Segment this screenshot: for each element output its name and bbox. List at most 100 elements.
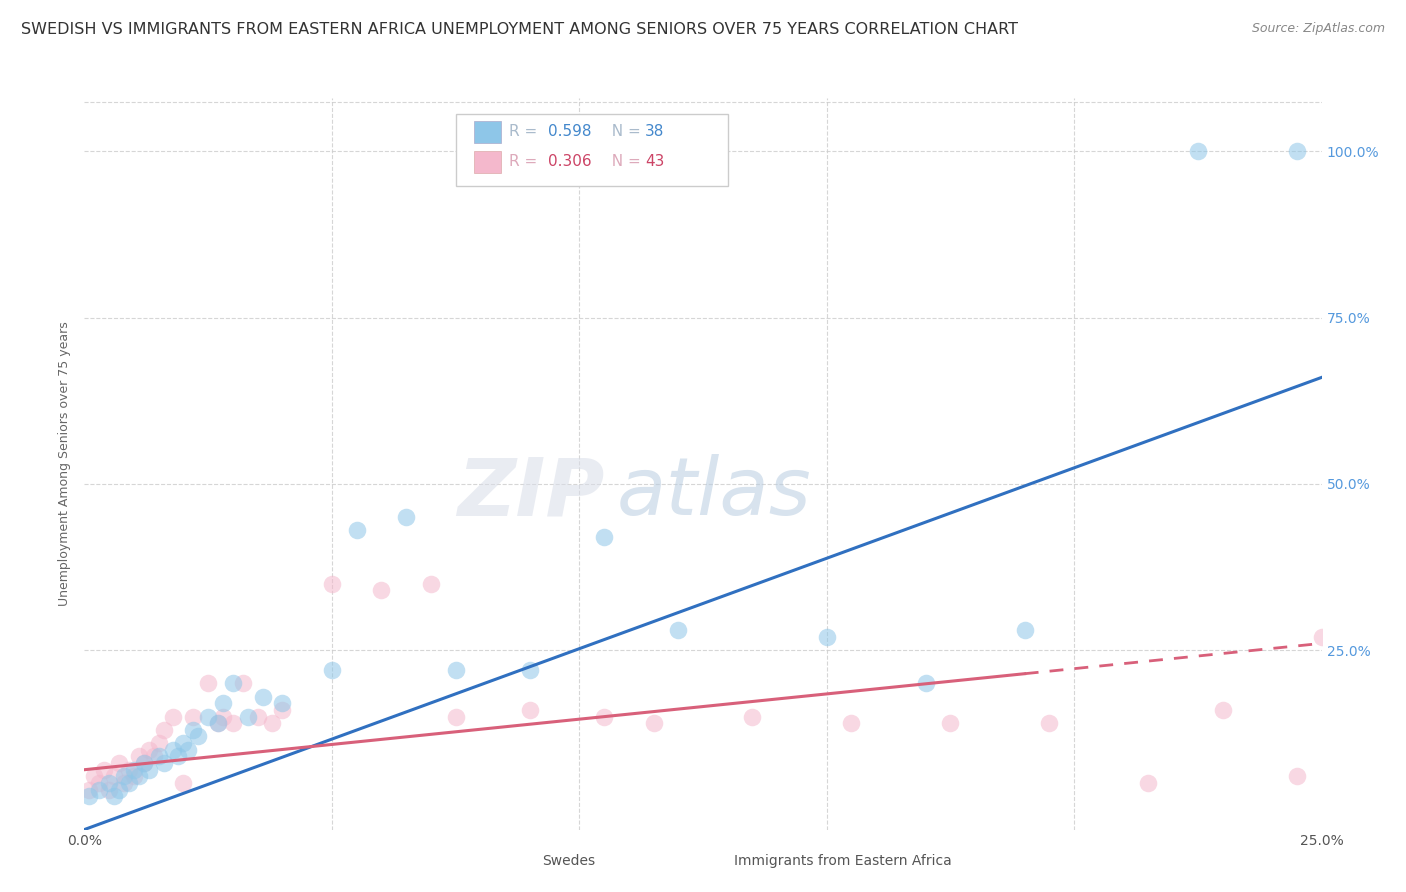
Text: 0.598: 0.598 [548, 124, 592, 139]
Point [152, 756, 174, 770]
Point [118, 763, 141, 777]
Point [98, 782, 121, 797]
FancyBboxPatch shape [474, 120, 502, 143]
Point [593, 530, 616, 544]
Text: 38: 38 [645, 124, 664, 139]
Point [370, 583, 392, 598]
Point [222, 716, 245, 731]
Point [666, 623, 689, 637]
Point [142, 749, 165, 764]
Point [162, 709, 184, 723]
Point [172, 736, 194, 750]
Point [132, 756, 155, 770]
Point [103, 789, 125, 804]
Point [112, 776, 135, 790]
Point [252, 690, 274, 704]
Point [148, 749, 170, 764]
Point [1014, 623, 1036, 637]
Point [321, 663, 343, 677]
FancyBboxPatch shape [456, 114, 728, 186]
Point [1187, 145, 1209, 159]
Point [181, 709, 204, 723]
Point [89, 782, 111, 797]
Point [222, 676, 245, 690]
Point [181, 723, 204, 737]
Point [346, 524, 368, 538]
Point [112, 769, 135, 783]
Point [741, 709, 763, 723]
Point [1336, 716, 1358, 731]
Point [162, 743, 184, 757]
Text: 43: 43 [645, 154, 664, 169]
Point [172, 776, 194, 790]
Point [177, 743, 200, 757]
Text: R =: R = [509, 124, 541, 139]
Point [187, 730, 209, 744]
Text: Swedes: Swedes [543, 854, 595, 868]
Point [197, 709, 219, 723]
Point [118, 776, 141, 790]
FancyBboxPatch shape [474, 151, 502, 173]
Text: R =: R = [509, 154, 541, 169]
Text: Source: ZipAtlas.com: Source: ZipAtlas.com [1251, 22, 1385, 36]
Point [841, 716, 863, 731]
Point [79, 789, 101, 804]
Point [108, 756, 131, 770]
Point [128, 769, 150, 783]
Point [1310, 630, 1333, 644]
Point [1038, 716, 1060, 731]
Point [519, 663, 541, 677]
Text: Immigrants from Eastern Africa: Immigrants from Eastern Africa [734, 854, 952, 868]
Point [167, 749, 190, 764]
Point [246, 709, 269, 723]
Point [207, 716, 229, 731]
Text: 0.306: 0.306 [548, 154, 592, 169]
Point [444, 663, 467, 677]
Point [643, 716, 665, 731]
Point [815, 630, 838, 644]
Point [79, 782, 101, 797]
Point [103, 769, 125, 783]
Point [148, 736, 170, 750]
Point [236, 709, 259, 723]
Text: N =: N = [602, 154, 645, 169]
Point [271, 703, 294, 717]
Point [1137, 776, 1160, 790]
Point [519, 703, 541, 717]
Point [122, 769, 145, 783]
Text: ZIP: ZIP [457, 454, 605, 533]
Point [128, 749, 150, 764]
Point [1285, 769, 1308, 783]
Point [122, 763, 145, 777]
Point [108, 782, 131, 797]
Text: atlas: atlas [616, 454, 811, 533]
Point [1285, 145, 1308, 159]
Point [197, 676, 219, 690]
Point [593, 709, 616, 723]
Point [212, 696, 235, 710]
Point [83, 769, 105, 783]
FancyBboxPatch shape [512, 852, 536, 870]
Point [98, 776, 121, 790]
Point [395, 510, 418, 524]
Point [132, 756, 155, 770]
Point [939, 716, 962, 731]
Point [93, 763, 115, 777]
Point [444, 709, 467, 723]
Point [138, 743, 160, 757]
Point [138, 763, 160, 777]
FancyBboxPatch shape [703, 852, 728, 870]
Point [914, 676, 936, 690]
Point [207, 716, 229, 731]
Text: N =: N = [602, 124, 645, 139]
Point [419, 576, 441, 591]
Point [89, 776, 111, 790]
Y-axis label: Unemployment Among Seniors over 75 years: Unemployment Among Seniors over 75 years [58, 321, 72, 607]
Point [271, 696, 294, 710]
Point [321, 576, 343, 591]
Point [262, 716, 284, 731]
Point [212, 709, 235, 723]
Point [1212, 703, 1234, 717]
Point [232, 676, 254, 690]
Text: SWEDISH VS IMMIGRANTS FROM EASTERN AFRICA UNEMPLOYMENT AMONG SENIORS OVER 75 YEA: SWEDISH VS IMMIGRANTS FROM EASTERN AFRIC… [21, 22, 1018, 37]
